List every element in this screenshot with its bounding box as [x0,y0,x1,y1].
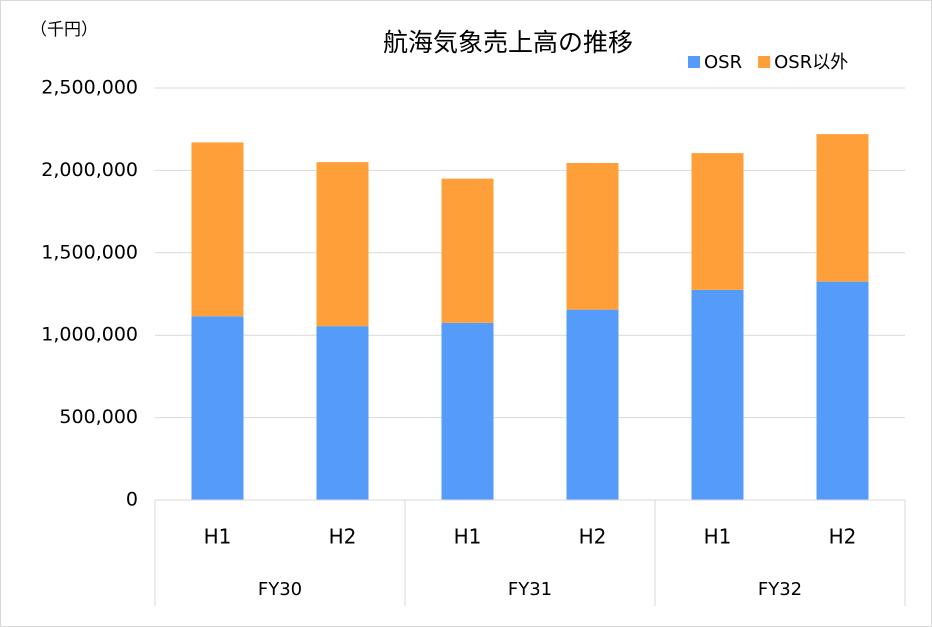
legend-swatch [688,56,700,68]
group-label: FY32 [758,579,802,600]
legend-label: OSR [704,52,742,73]
y-tick-label: 1,500,000 [41,241,138,263]
group-label: FY30 [258,579,302,600]
x-tick-label: H2 [329,525,357,549]
bar-segment [816,134,869,282]
bar-segment [691,153,744,290]
bar-segment [191,316,244,500]
x-tick-label: H2 [829,525,857,549]
bar-segment [566,309,619,500]
bar-segment [566,162,619,310]
y-tick-label: 0 [126,489,138,511]
x-tick-label: H1 [204,525,232,549]
x-tick-label: H1 [704,525,732,549]
y-tick-label: 2,500,000 [41,77,138,99]
bar-segment [316,326,369,500]
y-tick-label: 1,000,000 [41,324,138,346]
unit-label: （千円） [30,20,98,40]
bar-segment [691,289,744,500]
legend-label: OSR以外 [774,52,848,73]
chart-title: 航海気象売上高の推移 [383,28,633,57]
bar-segment [441,322,494,500]
x-tick-label: H2 [579,525,607,549]
x-tick-label: H1 [454,525,482,549]
legend-swatch [758,56,771,68]
bar-segment [441,178,494,323]
y-tick-label: 500,000 [59,406,138,428]
bar-segment [191,142,244,317]
y-tick-label: 2,000,000 [41,159,138,181]
group-label: FY31 [508,579,552,600]
bar-segment [316,162,369,327]
bar-segment [816,281,869,500]
